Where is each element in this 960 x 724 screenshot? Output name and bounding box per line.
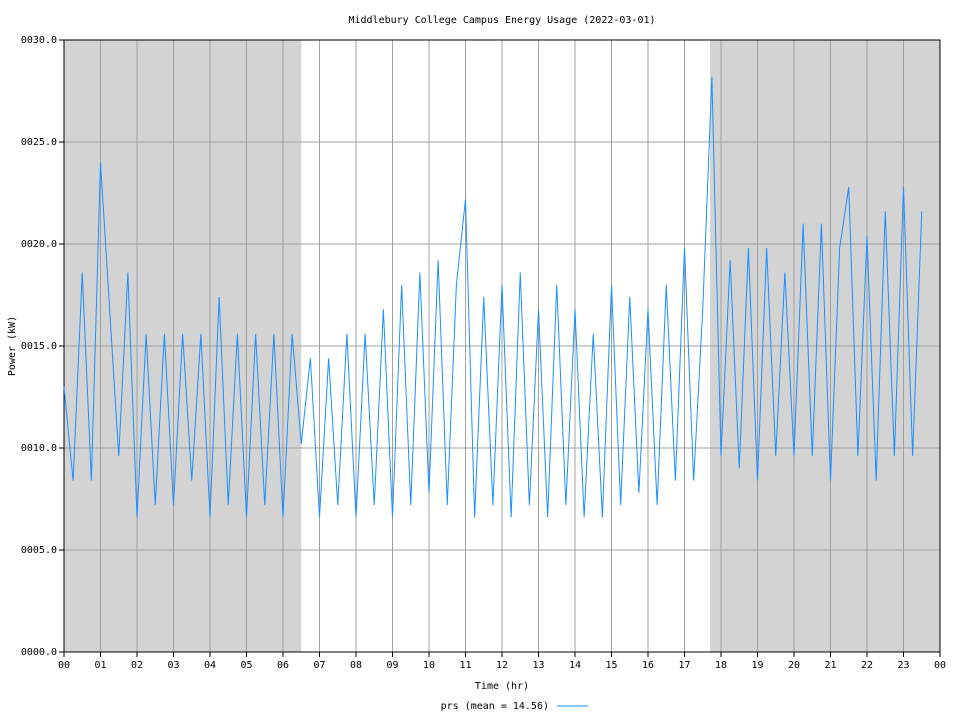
chart-title: Middlebury College Campus Energy Usage (… xyxy=(348,15,655,26)
x-tick-label: 00 xyxy=(58,660,70,671)
y-tick-label: 0025.0 xyxy=(21,137,57,148)
x-tick-label: 20 xyxy=(788,660,800,671)
x-tick-label: 19 xyxy=(751,660,763,671)
x-tick-label: 02 xyxy=(131,660,143,671)
legend-label: prs (mean = 14.56) xyxy=(441,701,549,712)
y-tick-label: 0030.0 xyxy=(21,35,57,46)
x-tick-label: 22 xyxy=(861,660,873,671)
x-tick-label: 13 xyxy=(532,660,544,671)
x-tick-label: 11 xyxy=(459,660,471,671)
x-tick-label: 10 xyxy=(423,660,435,671)
x-tick-label: 03 xyxy=(167,660,179,671)
x-tick-label: 17 xyxy=(678,660,690,671)
x-tick-label: 06 xyxy=(277,660,289,671)
x-tick-label: 16 xyxy=(642,660,654,671)
x-tick-label: 09 xyxy=(386,660,398,671)
y-tick-label: 0005.0 xyxy=(21,545,57,556)
x-tick-label: 15 xyxy=(605,660,617,671)
x-axis-label: Time (hr) xyxy=(475,681,529,692)
x-tick-label: 01 xyxy=(94,660,106,671)
x-tick-label: 23 xyxy=(897,660,909,671)
y-tick-label: 0015.0 xyxy=(21,341,57,352)
x-tick-label: 07 xyxy=(313,660,325,671)
y-tick-label: 0020.0 xyxy=(21,239,57,250)
x-tick-label: 08 xyxy=(350,660,362,671)
y-tick-label: 0000.0 xyxy=(21,647,57,658)
x-tick-label: 05 xyxy=(240,660,252,671)
y-axis-label: Power (kW) xyxy=(7,316,18,376)
y-tick-label: 0010.0 xyxy=(21,443,57,454)
data-line xyxy=(63,76,923,518)
x-tick-label: 18 xyxy=(715,660,727,671)
x-tick-label: 14 xyxy=(569,660,581,671)
x-tick-label: 00 xyxy=(934,660,946,671)
x-tick-label: 21 xyxy=(824,660,836,671)
x-tick-label: 04 xyxy=(204,660,216,671)
plot-frame xyxy=(63,39,941,653)
x-tick-label: 12 xyxy=(496,660,508,671)
